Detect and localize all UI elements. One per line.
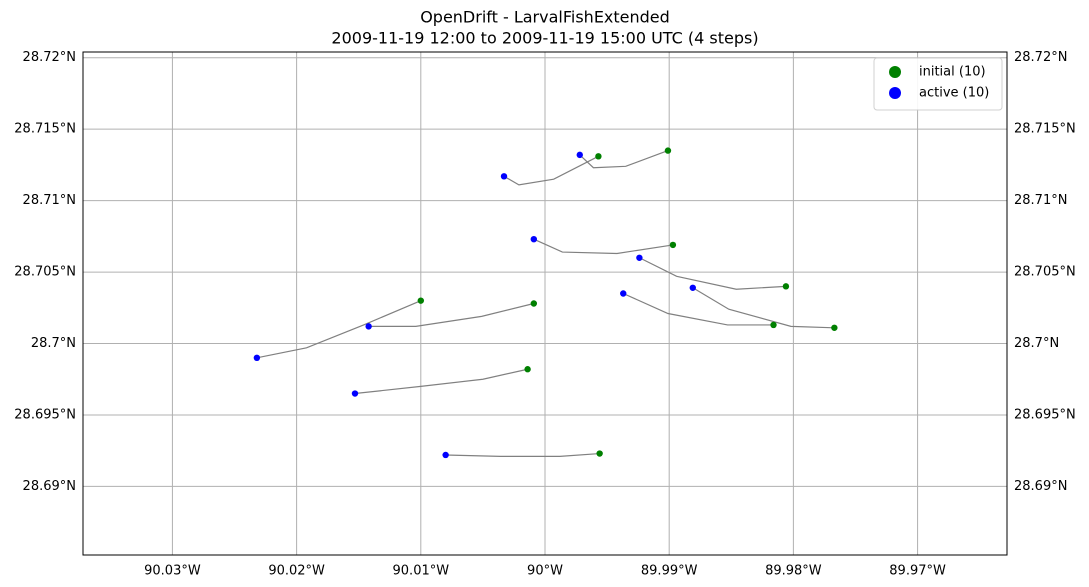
chart-subtitle: 2009-11-19 12:00 to 2009-11-19 15:00 UTC… <box>331 29 758 48</box>
legend-marker <box>889 66 901 78</box>
y-tick-label-right: 28.72°N <box>1014 50 1067 65</box>
trajectory-line <box>639 257 786 290</box>
x-tick-label: 90.02°W <box>268 564 325 579</box>
trajectory-line <box>622 292 774 326</box>
legend-label: active (10) <box>919 86 989 101</box>
y-tick-label: 28.695°N <box>14 407 76 422</box>
y-tick-label-right: 28.7°N <box>1014 336 1059 351</box>
trajectory-line <box>256 300 422 359</box>
x-tick-label: 89.97°W <box>889 564 946 579</box>
x-tick-label: 89.98°W <box>765 564 822 579</box>
active-point <box>442 451 449 459</box>
trajectory-line <box>354 368 528 395</box>
active-point <box>500 173 508 180</box>
active-point <box>253 354 261 362</box>
y-tick-label: 28.72°N <box>23 50 76 65</box>
trajectory-line <box>533 238 674 255</box>
initial-point <box>782 283 790 290</box>
x-tick-label: 90.03°W <box>144 564 201 579</box>
y-tick-label: 28.705°N <box>14 265 76 280</box>
active-point <box>351 390 359 397</box>
active-point <box>530 235 538 243</box>
y-tick-label-right: 28.695°N <box>1014 407 1076 422</box>
active-point <box>689 284 696 291</box>
y-tick-label-right: 28.705°N <box>1014 265 1076 280</box>
active-point <box>365 323 372 330</box>
initial-point <box>669 241 677 249</box>
initial-point <box>596 450 603 457</box>
trajectory-line <box>579 150 669 169</box>
initial-point <box>524 366 531 373</box>
initial-point <box>530 300 538 307</box>
initial-point <box>664 147 672 154</box>
initial-point <box>831 324 838 331</box>
chart-title: OpenDrift - LarvalFishExtended <box>420 8 670 27</box>
initial-point <box>417 297 425 304</box>
y-tick-label: 28.69°N <box>23 479 76 494</box>
x-tick-label: 89.99°W <box>641 564 698 579</box>
legend-marker <box>889 87 901 99</box>
active-point <box>636 254 643 261</box>
active-point <box>576 151 583 159</box>
trajectory-line <box>445 452 600 458</box>
legend-label: initial (10) <box>919 65 986 80</box>
trajectory-line <box>368 302 534 327</box>
legend-box <box>873 57 1003 111</box>
y-tick-label: 28.7°N <box>31 336 76 351</box>
plot-frame <box>82 51 1008 556</box>
initial-point <box>770 321 777 329</box>
y-tick-label-right: 28.715°N <box>1014 122 1076 137</box>
y-tick-label-right: 28.69°N <box>1014 479 1067 494</box>
y-tick-label: 28.71°N <box>23 193 76 208</box>
y-tick-label-right: 28.71°N <box>1014 193 1067 208</box>
trajectory-line <box>692 287 835 329</box>
y-tick-label: 28.715°N <box>14 122 76 137</box>
x-tick-label: 90°W <box>527 564 563 579</box>
active-point <box>620 290 627 297</box>
trajectory-line <box>503 155 599 186</box>
initial-point <box>595 153 602 160</box>
x-tick-label: 90.01°W <box>393 564 450 579</box>
